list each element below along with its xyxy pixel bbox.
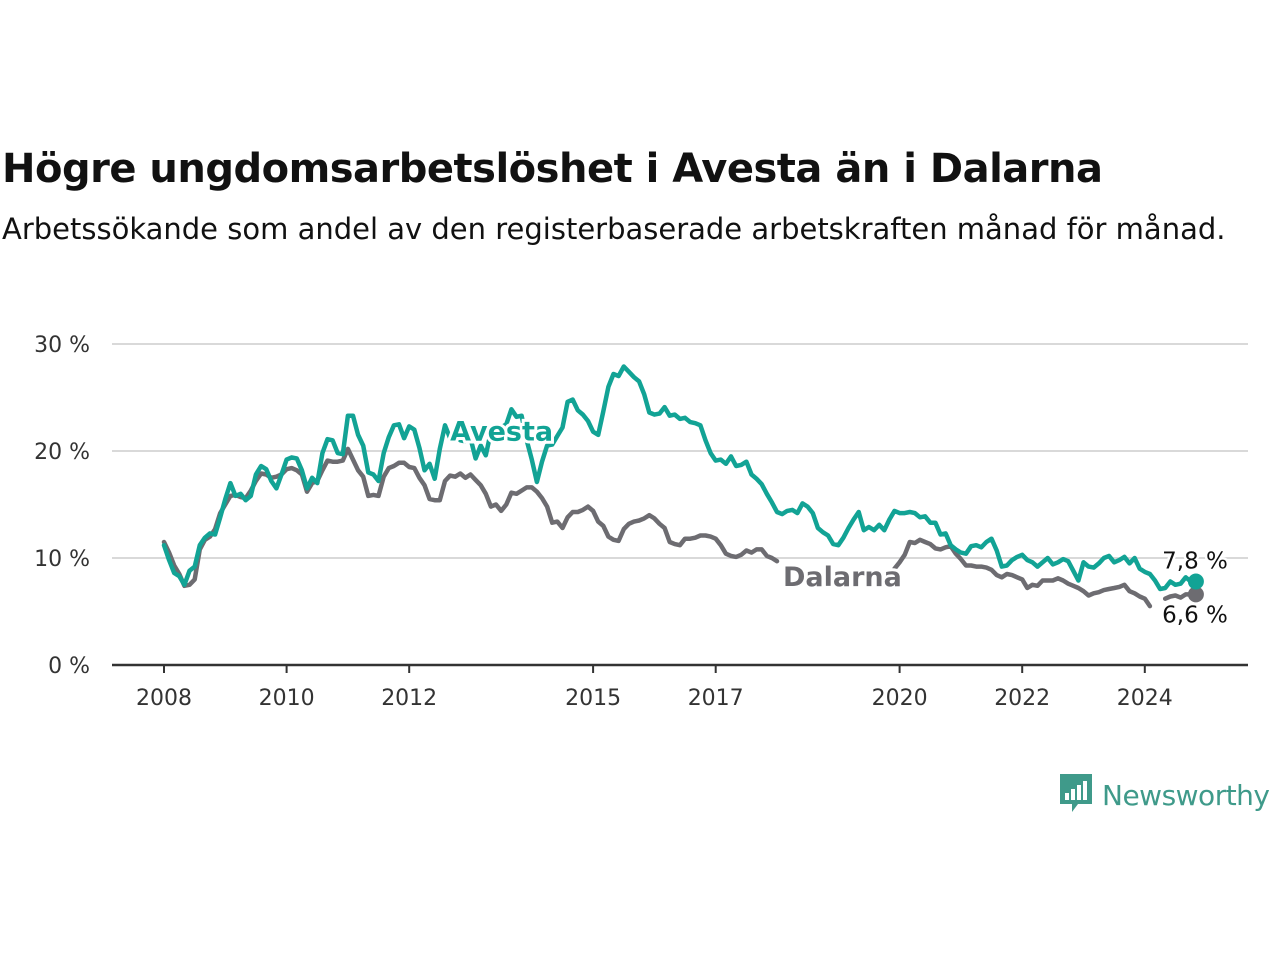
x-tick-label: 2012 [381, 686, 437, 711]
x-axis-ticks: 2008 2010 2012 2015 2017 2020 2022 2024 [136, 665, 1173, 711]
bar-chart-logo-icon [1060, 774, 1092, 812]
end-value-label-dalarna: 6,6 % [1162, 602, 1228, 628]
series-label-avesta: Avesta [450, 416, 553, 447]
end-point-avesta [1187, 573, 1204, 590]
x-tick-label: 2010 [259, 686, 315, 711]
x-tick-label: 2008 [136, 686, 192, 711]
newsworthy-logo: Newsworthy [1058, 772, 1270, 818]
grid-lines [112, 343, 1248, 559]
x-tick-label: 2015 [565, 686, 621, 711]
y-axis-ticks: 0 % 10 % 20 % 30 % [34, 333, 90, 679]
x-tick-label: 2017 [688, 686, 744, 711]
end-value-label-avesta: 7,8 % [1162, 549, 1228, 575]
series-line-avesta [161, 364, 1199, 592]
series-lines [161, 364, 1204, 609]
x-tick-label: 2022 [994, 686, 1050, 711]
y-tick-label: 10 % [34, 547, 90, 572]
chart-title: Högre ungdomsarbetslöshet i Avesta än i … [2, 146, 1103, 192]
y-tick-label: 30 % [34, 333, 90, 358]
x-tick-label: 2024 [1117, 686, 1173, 711]
series-label-dalarna: Dalarna [783, 562, 902, 593]
x-tick-label: 2020 [872, 686, 928, 711]
end-point-dalarna [1187, 586, 1204, 603]
chart-subtitle: Arbetssökande som andel av den registerb… [2, 212, 1226, 246]
brand-name: Newsworthy [1102, 778, 1270, 812]
series-labels: Avesta 7,8 % Dalarna 6,6 % [447, 413, 1230, 631]
y-tick-label: 20 % [34, 440, 90, 465]
y-tick-label: 0 % [48, 654, 90, 679]
